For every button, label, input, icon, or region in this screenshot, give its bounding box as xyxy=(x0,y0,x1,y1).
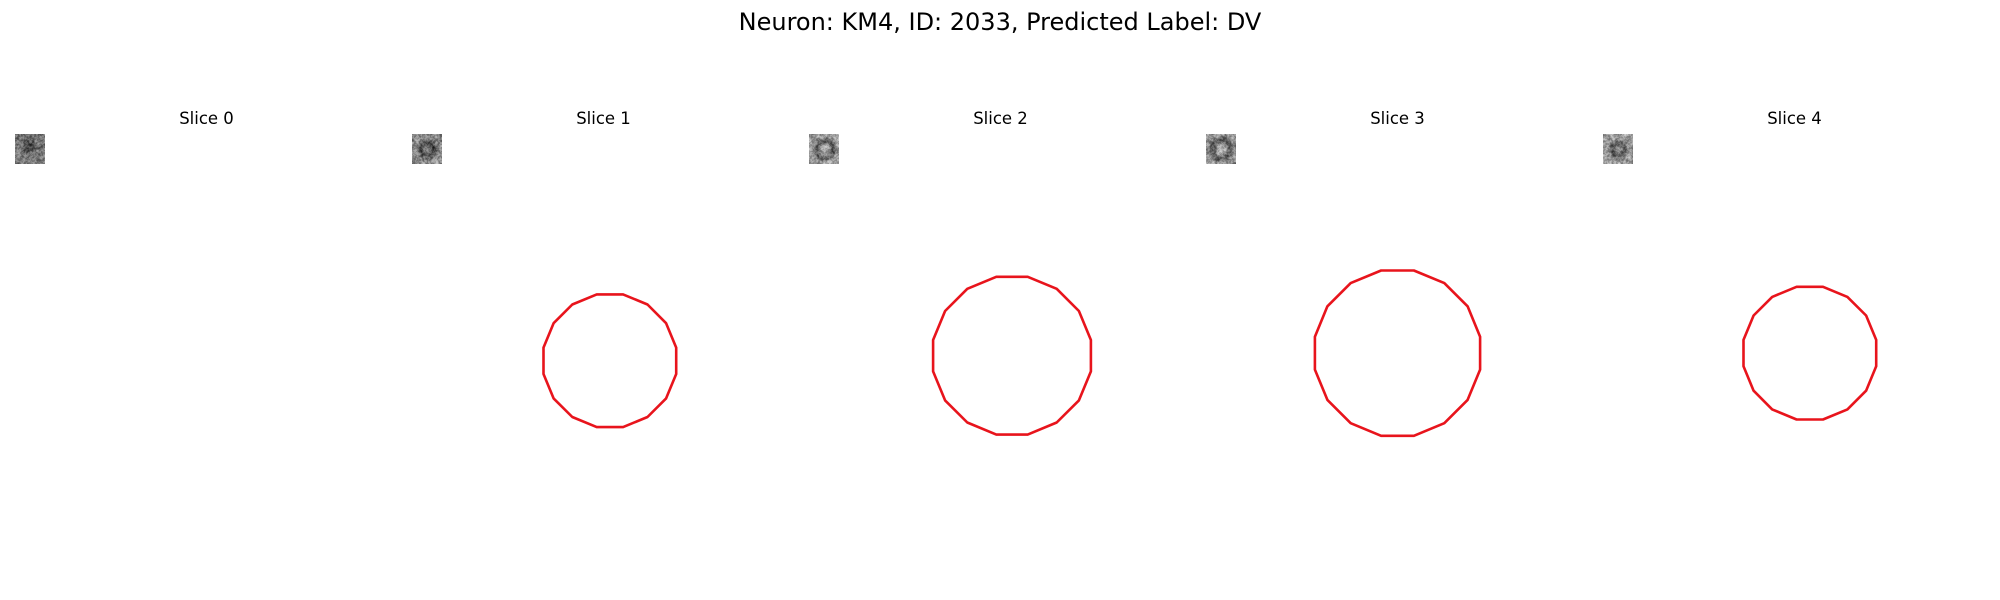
roi-outline xyxy=(931,275,1093,436)
slice-pixels xyxy=(412,134,442,164)
roi-outline xyxy=(1313,269,1482,438)
slice-image xyxy=(1206,134,1589,517)
slice-image xyxy=(412,134,795,517)
slice-pixels xyxy=(1603,134,1633,164)
roi-outline xyxy=(542,293,678,429)
slice-image xyxy=(15,134,398,517)
slice-image xyxy=(1603,134,1986,517)
slice-pixels xyxy=(1206,134,1236,164)
panel-slice-2: Slice 2 xyxy=(809,108,1192,517)
roi-contour xyxy=(1313,269,1482,438)
panel-title: Slice 0 xyxy=(179,109,234,128)
roi-contour xyxy=(542,293,678,429)
slice-pixels xyxy=(809,134,839,164)
panel-title: Slice 4 xyxy=(1767,109,1822,128)
panel-title: Slice 2 xyxy=(973,109,1028,128)
slice-image xyxy=(809,134,1192,517)
panel-slice-0: Slice 0 xyxy=(15,108,398,517)
roi-contour xyxy=(1742,285,1878,421)
roi-contour xyxy=(15,168,398,551)
panel-slice-1: Slice 1 xyxy=(412,108,795,517)
panel-slice-3: Slice 3 xyxy=(1206,108,1589,517)
panel-title: Slice 3 xyxy=(1370,109,1425,128)
slice-pixels xyxy=(15,134,45,164)
roi-contour xyxy=(931,275,1093,436)
panel-title: Slice 1 xyxy=(576,109,631,128)
roi-outline xyxy=(1742,285,1878,421)
figure-title: Neuron: KM4, ID: 2033, Predicted Label: … xyxy=(738,8,1262,36)
panel-slice-4: Slice 4 xyxy=(1603,108,1986,517)
